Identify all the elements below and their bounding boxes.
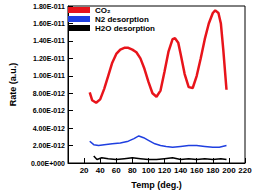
- svg-text:20: 20: [80, 166, 89, 175]
- svg-text:8.00E-012: 8.00E-012: [33, 90, 65, 97]
- svg-text:Rate (a.u.): Rate (a.u.): [8, 63, 18, 107]
- svg-text:40: 40: [96, 166, 105, 175]
- svg-text:6.00E-012: 6.00E-012: [33, 107, 65, 114]
- svg-text:1.60E-011: 1.60E-011: [33, 20, 65, 27]
- svg-text:220: 220: [238, 166, 252, 175]
- svg-text:1.00E-011: 1.00E-011: [33, 72, 65, 79]
- svg-text:1.40E-011: 1.40E-011: [33, 37, 65, 44]
- svg-text:1.80E-011: 1.80E-011: [33, 3, 65, 10]
- svg-text:4.00E-012: 4.00E-012: [33, 125, 65, 132]
- svg-text:60: 60: [112, 166, 121, 175]
- svg-text:180: 180: [206, 166, 220, 175]
- svg-text:Temp (deg.): Temp (deg.): [131, 180, 181, 190]
- svg-text:1.20E-011: 1.20E-011: [33, 55, 65, 62]
- svg-text:140: 140: [174, 166, 188, 175]
- svg-text:160: 160: [190, 166, 204, 175]
- svg-text:0.00E+000: 0.00E+000: [31, 160, 65, 167]
- svg-text:100: 100: [142, 166, 156, 175]
- svg-text:2.00E-012: 2.00E-012: [33, 142, 65, 149]
- svg-text:120: 120: [158, 166, 172, 175]
- svg-text:N2 desorption: N2 desorption: [95, 15, 149, 24]
- svg-text:H2O desorption: H2O desorption: [95, 24, 155, 33]
- svg-text:200: 200: [222, 166, 236, 175]
- svg-text:80: 80: [128, 166, 137, 175]
- svg-text:CO₂: CO₂: [95, 6, 111, 15]
